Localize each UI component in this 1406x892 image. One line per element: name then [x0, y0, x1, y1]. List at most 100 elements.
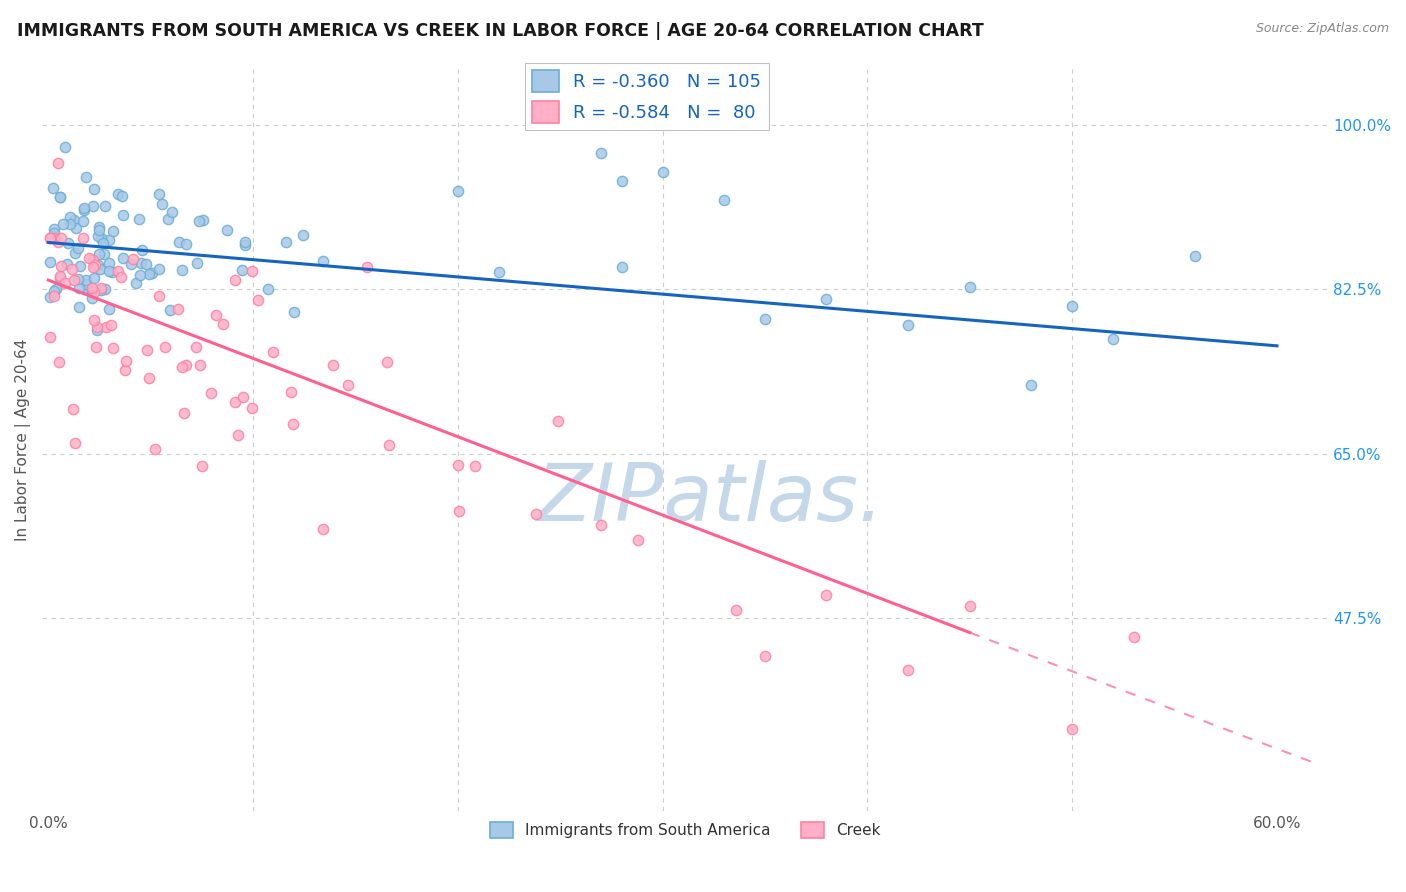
Point [150, 196, 173, 211]
Point [87, 223, 110, 237]
Point [90, 283, 112, 297]
Point [224, 273, 246, 287]
Y-axis label: In Labor Force | Age 20-64: In Labor Force | Age 20-64 [15, 339, 31, 541]
Point [377, 438, 399, 452]
Point [233, 235, 256, 249]
Point [157, 212, 180, 227]
Point [73, 201, 96, 215]
Point [49, 259, 72, 273]
Point [188, 359, 211, 373]
Point [337, 377, 360, 392]
Point [131, 244, 153, 258]
Point [148, 289, 170, 303]
Point [114, 363, 136, 377]
Point [1062, 299, 1084, 313]
Point [98, 302, 121, 317]
Point [724, 603, 747, 617]
Point [63, 273, 86, 287]
Point [186, 340, 208, 354]
Point [233, 238, 256, 252]
Point [815, 292, 838, 306]
Point [167, 301, 190, 316]
Point [112, 208, 135, 222]
Point [67, 300, 90, 314]
Point [115, 353, 138, 368]
Point [283, 305, 305, 319]
Point [488, 265, 510, 279]
Point [191, 213, 214, 227]
Point [49, 190, 72, 204]
Point [240, 401, 263, 416]
Point [83, 182, 105, 196]
Point [82, 292, 104, 306]
Point [42, 231, 65, 245]
Point [110, 270, 132, 285]
Point [111, 189, 134, 203]
Point [89, 219, 111, 234]
Point [39, 254, 62, 268]
Point [39, 330, 62, 344]
Point [205, 308, 228, 322]
Point [224, 395, 246, 409]
Point [97, 256, 120, 270]
Point [173, 407, 195, 421]
Point [256, 282, 278, 296]
Point [170, 263, 193, 277]
Point [83, 313, 105, 327]
Point [129, 268, 152, 282]
Point [90, 231, 112, 245]
Point [200, 385, 222, 400]
Point [231, 263, 253, 277]
Point [86, 323, 108, 337]
Point [1019, 377, 1042, 392]
Point [610, 174, 633, 188]
Text: ZIPatlas.: ZIPatlas. [537, 460, 884, 538]
Point [94, 282, 117, 296]
Point [77, 252, 100, 266]
Text: Source: ZipAtlas.com: Source: ZipAtlas.com [1256, 22, 1389, 36]
Point [174, 359, 197, 373]
Point [240, 263, 263, 277]
Point [72, 231, 94, 245]
Point [86, 229, 108, 244]
Point [1184, 249, 1206, 263]
Point [91, 236, 114, 251]
Point [42, 289, 65, 303]
Point [44, 285, 66, 299]
Point [65, 220, 87, 235]
Point [1122, 630, 1144, 644]
Point [94, 199, 117, 213]
Point [754, 648, 776, 663]
Point [322, 359, 344, 373]
Point [67, 241, 90, 255]
Point [262, 345, 284, 359]
Text: IMMIGRANTS FROM SOUTH AMERICA VS CREEK IN LABOR FORCE | AGE 20-64 CORRELATION CH: IMMIGRANTS FROM SOUTH AMERICA VS CREEK I… [17, 22, 984, 40]
Point [135, 257, 157, 271]
Point [143, 442, 166, 456]
Point [125, 277, 148, 291]
Point [39, 231, 62, 245]
Point [82, 199, 104, 213]
Point [107, 186, 129, 201]
Point [212, 317, 235, 331]
Point [591, 146, 613, 161]
Point [97, 233, 120, 247]
Point [83, 258, 105, 272]
Point [1102, 332, 1125, 346]
Point [90, 281, 112, 295]
Point [83, 270, 105, 285]
Point [63, 246, 86, 260]
Point [107, 264, 129, 278]
Point [49, 231, 72, 245]
Point [76, 282, 98, 296]
Point [53, 276, 76, 290]
Point [84, 340, 107, 354]
Point [86, 258, 108, 272]
Point [138, 267, 160, 281]
Point [103, 224, 125, 238]
Point [148, 186, 170, 201]
Point [60, 261, 83, 276]
Point [42, 226, 65, 240]
Point [65, 436, 87, 450]
Point [75, 170, 97, 185]
